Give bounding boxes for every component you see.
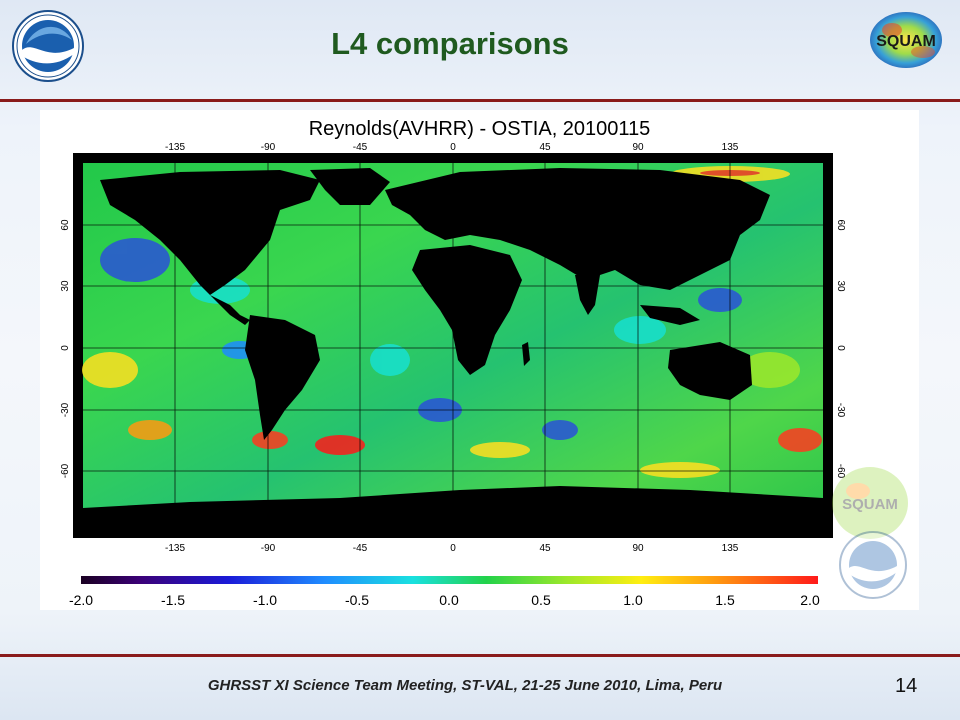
squam-watermark: SQUAM	[832, 467, 908, 539]
colorbar-tick: 2.0	[800, 592, 820, 608]
lon-tick-bottom: -135	[165, 543, 185, 554]
lon-tick-bottom: -45	[353, 543, 368, 554]
lon-tick-bottom: 0	[450, 543, 456, 554]
lat-tick-right: -60	[835, 464, 846, 479]
lat-tick-right: 30	[835, 280, 846, 292]
lon-tick-top: -45	[353, 142, 368, 153]
lon-tick-top: -135	[165, 142, 185, 153]
lat-tick-left: 30	[60, 280, 71, 292]
colorbar-tick: -0.5	[345, 592, 369, 608]
lon-tick-top: -90	[261, 142, 276, 153]
bottom-divider	[0, 654, 960, 657]
lat-tick-right: 0	[835, 345, 846, 351]
map-svg: -135 -90 -45 0 45 90 135 -135 -90 -45 0 …	[60, 142, 846, 608]
colorbar-tick: 1.5	[715, 592, 735, 608]
top-divider	[0, 99, 960, 102]
lon-tick-bottom: 45	[539, 543, 551, 554]
colorbar-tick: 1.0	[623, 592, 643, 608]
colorbar-tick: 0.0	[439, 592, 459, 608]
colorbar-tick: -1.0	[253, 592, 277, 608]
noaa-logo	[12, 10, 84, 82]
lat-tick-right: 60	[835, 219, 846, 231]
colorbar-tick: 0.5	[531, 592, 551, 608]
squam-logo-text: SQUAM	[876, 33, 936, 50]
lon-tick-top: 90	[632, 142, 644, 153]
lat-tick-left: -60	[60, 463, 71, 478]
lon-tick-bottom: 90	[632, 543, 644, 554]
slide-footer: GHRSST XI Science Team Meeting, ST-VAL, …	[207, 677, 723, 694]
colorbar	[81, 576, 818, 584]
colorbar-tick: -2.0	[69, 592, 93, 608]
lat-tick-left: 60	[60, 219, 71, 231]
slide-title: L4 comparisons	[331, 26, 569, 61]
lat-tick-right: -30	[835, 403, 846, 418]
squam-watermark-text: SQUAM	[842, 496, 898, 513]
page-number: 14	[895, 675, 918, 697]
noaa-watermark	[839, 531, 907, 599]
colorbar-tick: -1.5	[161, 592, 185, 608]
lon-tick-bottom: 135	[722, 543, 739, 554]
lon-tick-top: 45	[539, 142, 551, 153]
squam-logo: SQUAM	[870, 12, 942, 68]
lat-tick-left: -30	[60, 402, 71, 417]
sst-difference-figure: Reynolds(AVHRR) - OSTIA, 20100115	[40, 110, 919, 610]
map-title: Reynolds(AVHRR) - OSTIA, 20100115	[308, 118, 651, 140]
graticule	[83, 163, 823, 533]
lon-tick-bottom: -90	[261, 543, 276, 554]
lat-tick-left: 0	[60, 345, 71, 351]
lon-tick-top: 0	[450, 142, 456, 153]
lon-tick-top: 135	[722, 142, 739, 153]
